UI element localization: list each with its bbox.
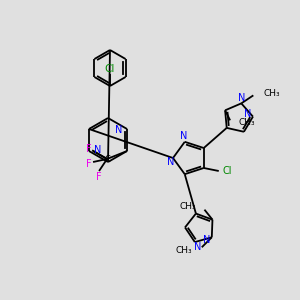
- Text: N: N: [244, 109, 252, 118]
- Text: N: N: [115, 125, 122, 135]
- Text: CH₃: CH₃: [238, 118, 255, 127]
- Text: N: N: [238, 93, 245, 103]
- Text: CH₃: CH₃: [180, 202, 196, 211]
- Text: F: F: [86, 144, 92, 154]
- Text: F: F: [96, 172, 102, 182]
- Text: N: N: [94, 145, 101, 155]
- Text: Cl: Cl: [105, 64, 115, 74]
- Text: CH₃: CH₃: [175, 246, 192, 255]
- Text: Cl: Cl: [222, 166, 232, 176]
- Text: CH₃: CH₃: [263, 89, 280, 98]
- Text: N: N: [203, 235, 211, 245]
- Text: F: F: [86, 159, 92, 169]
- Text: C: C: [104, 154, 110, 164]
- Text: N: N: [167, 157, 175, 167]
- Text: N: N: [180, 131, 188, 141]
- Text: N: N: [194, 242, 202, 252]
